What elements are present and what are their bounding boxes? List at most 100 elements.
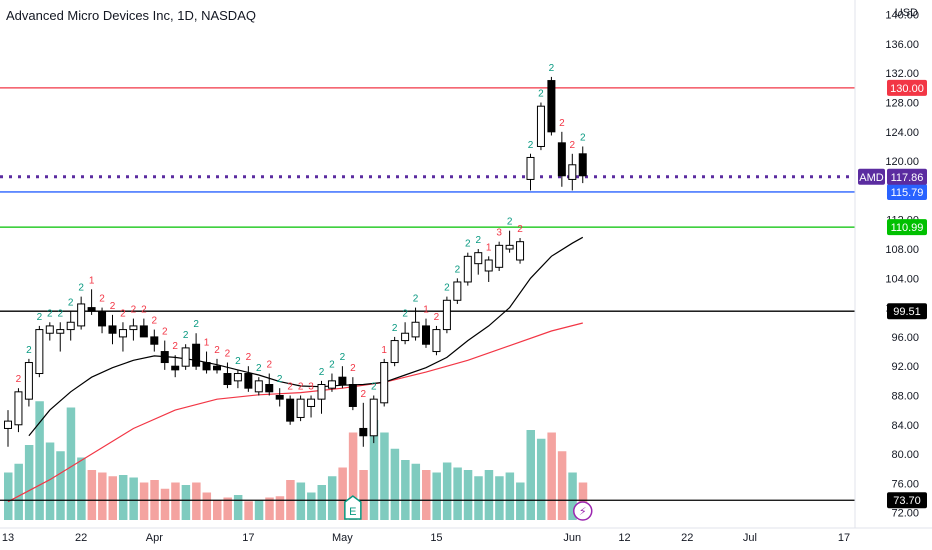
candle	[463, 252, 472, 286]
volume-bar	[442, 462, 452, 520]
candle-body	[390, 340, 399, 364]
line-11579-tag-bg	[887, 183, 927, 200]
earnings-marker-icon[interactable]: E	[344, 495, 362, 520]
candle	[118, 322, 127, 352]
candle-body	[129, 325, 138, 331]
line-7370-tag-bg	[887, 492, 927, 509]
candle-body	[369, 398, 378, 437]
count-label: 2	[465, 239, 471, 250]
volume-bar	[171, 482, 180, 520]
count-label: 2	[193, 319, 199, 330]
candle	[108, 314, 117, 345]
line-7370-tag-text: 73.70	[893, 495, 921, 507]
count-label: 2	[152, 316, 158, 327]
x-tick-label: May	[332, 532, 353, 544]
candle	[150, 329, 159, 352]
candle-body	[139, 325, 148, 338]
count-label: 3	[308, 381, 314, 392]
candle	[390, 336, 399, 367]
count-label: 2	[26, 345, 32, 356]
line-9951-tag-bg	[887, 303, 927, 320]
candle	[213, 358, 221, 374]
candle-body	[171, 365, 180, 371]
volume-bar	[87, 470, 97, 520]
candle	[286, 395, 295, 425]
currency-label: USD	[894, 7, 918, 19]
count-label: 2	[538, 89, 544, 100]
volume-bar	[317, 485, 326, 520]
volume-bar	[254, 500, 264, 520]
volume-bar	[77, 457, 86, 520]
candle	[474, 249, 483, 275]
candle	[139, 318, 148, 338]
candle-body	[495, 244, 504, 268]
candle	[129, 318, 138, 341]
y-tick-label: 136.00	[885, 39, 919, 51]
x-tick-label: 15	[430, 532, 442, 544]
y-tick-label: 92.00	[891, 361, 919, 373]
volume-bar	[108, 476, 117, 520]
candle	[56, 322, 65, 352]
candle	[181, 344, 190, 370]
candle-body	[359, 427, 368, 437]
candle	[380, 358, 389, 407]
volume-bar	[213, 500, 222, 520]
volume-bar	[557, 451, 567, 520]
volume-bar	[516, 482, 525, 520]
count-label: 2	[402, 308, 408, 319]
x-tick-label: 22	[681, 532, 693, 544]
candle-body	[380, 362, 389, 404]
candle	[526, 153, 535, 191]
candle-body	[547, 80, 556, 133]
candle-body	[213, 365, 221, 371]
candle	[87, 289, 96, 315]
candle	[171, 355, 180, 378]
dividend-marker-icon[interactable]: ⚡	[573, 501, 593, 521]
line-9951-tag-text: 99.51	[893, 306, 921, 318]
y-tick-label: 140.00	[885, 10, 919, 22]
candle-body	[14, 391, 23, 426]
candle	[202, 351, 211, 374]
line-9951-tag: 99.51	[887, 303, 927, 320]
candle-body	[265, 384, 274, 393]
candle-body	[578, 153, 587, 177]
candle-body	[568, 164, 577, 180]
volume-bar	[296, 482, 306, 520]
candle-body	[45, 325, 54, 334]
volume-bar	[223, 497, 232, 520]
price-tags-layer: 130.00 115.79 110.99 99.51 73.70 AMD 117.86	[858, 79, 927, 509]
volume-bar	[233, 495, 243, 520]
last-price-symbol-tag-text: AMD	[859, 172, 884, 184]
count-label: 2	[319, 367, 325, 378]
y-tick-label: 120.00	[885, 156, 919, 168]
candle	[484, 256, 493, 282]
candle-body	[505, 244, 514, 250]
volume-bar	[526, 430, 535, 520]
count-label: 2	[580, 132, 586, 143]
count-label: 2	[120, 308, 126, 319]
y-tick-label: 132.00	[885, 68, 919, 80]
volume-bar	[380, 432, 389, 520]
volume-bar	[338, 467, 347, 520]
candle-body	[244, 373, 253, 389]
candle	[317, 380, 326, 414]
count-label: 1	[89, 275, 95, 286]
volume-bar	[139, 482, 149, 520]
candle-body	[516, 241, 525, 261]
y-tick-label: 84.00	[891, 420, 919, 432]
candle-body	[181, 347, 190, 367]
candle-body	[317, 384, 326, 400]
count-label: 2	[235, 356, 241, 367]
candle	[369, 395, 378, 444]
count-label: 2	[507, 217, 513, 228]
count-label: 2	[361, 389, 367, 400]
moving-average-layer	[7, 236, 584, 503]
count-label: 1	[204, 338, 210, 349]
line-11099-tag-bg	[887, 219, 927, 236]
count-label: 2	[131, 305, 137, 316]
candle	[422, 318, 430, 348]
line-130-tag: 130.00	[887, 79, 927, 96]
count-label: 2	[371, 381, 377, 392]
candle-body	[286, 398, 295, 422]
